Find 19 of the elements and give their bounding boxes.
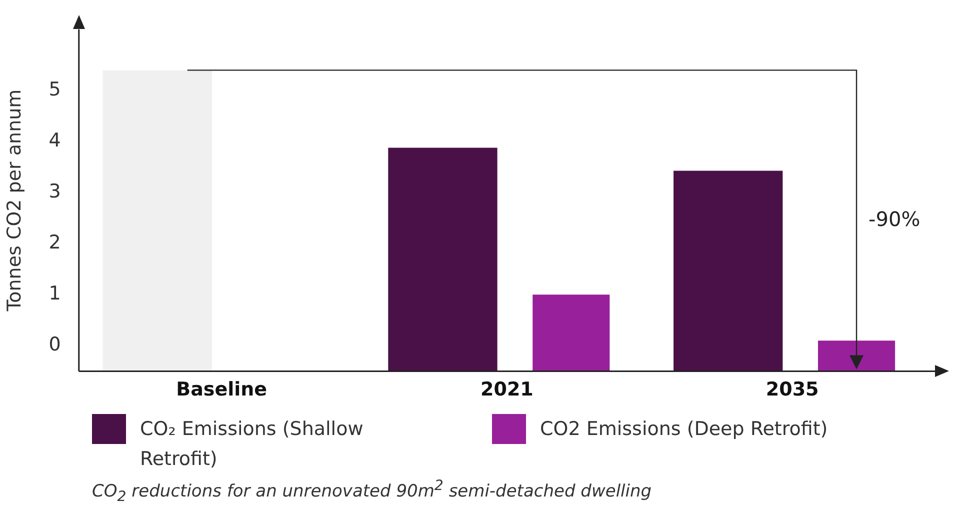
x-tick-label: Baseline <box>176 378 268 401</box>
bar <box>102 70 212 372</box>
bar <box>388 148 498 372</box>
y-tick-label: 1 <box>48 282 61 305</box>
y-tick-label: 4 <box>48 130 61 152</box>
y-axis-title: Tonnes CO2 per annum <box>3 89 26 312</box>
y-tick-label: 0 <box>48 334 61 356</box>
y-tick-label: 2 <box>48 232 61 254</box>
y-tick-label: 5 <box>48 78 61 101</box>
x-tick-label: 2021 <box>480 378 534 401</box>
annotation: -90% <box>868 206 920 231</box>
x-tick-label: 2035 <box>766 378 819 401</box>
bar <box>532 294 610 372</box>
bar <box>818 340 896 372</box>
legend-label: CO2 Emissions (Deep Retrofit) <box>540 417 828 442</box>
legend-label: CO₂ Emissions (Shallow Retrofit) <box>140 417 364 472</box>
text: CO$_{2}$ reductions for an unrenovated 90m$^{2}$ semi-detached dwelling <box>92 478 653 506</box>
y-tick-label: 3 <box>48 180 61 203</box>
bar <box>674 170 783 372</box>
